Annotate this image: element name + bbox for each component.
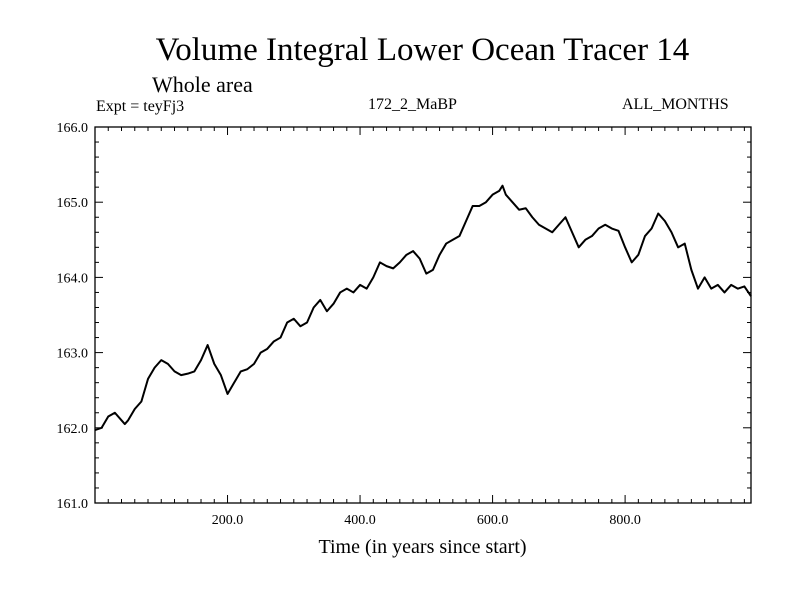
series-line xyxy=(94,184,752,432)
y-tick-label: 164.0 xyxy=(57,271,89,286)
chart-subtitle: Whole area xyxy=(152,72,253,97)
x-tick-label: 600.0 xyxy=(477,513,509,528)
x-axis-label: Time (in years since start) xyxy=(318,536,527,558)
experiment-label: Expt = teyFj3 xyxy=(96,98,185,115)
plot-frame xyxy=(94,126,752,504)
axis-ticks xyxy=(94,126,751,504)
y-tick-label: 165.0 xyxy=(57,196,89,211)
axis-tick-labels: 200.0 400.0 600.0 800.0 161.0 162.0 163.0 164.0… xyxy=(57,121,641,528)
y-tick-label: 162.0 xyxy=(57,422,89,437)
x-tick-label: 400.0 xyxy=(344,513,376,528)
y-tick-label: 166.0 xyxy=(57,121,89,136)
series-group xyxy=(94,184,752,432)
y-tick-label: 163.0 xyxy=(57,347,89,362)
y-tick-label: 161.0 xyxy=(57,497,89,512)
x-tick-label: 800.0 xyxy=(609,513,641,528)
run-id-label: 172_2_MaBP xyxy=(368,96,457,113)
period-label: ALL_MONTHS xyxy=(622,96,729,113)
chart-title: Volume Integral Lower Ocean Tracer 14 xyxy=(155,32,690,68)
x-tick-label: 200.0 xyxy=(212,513,244,528)
